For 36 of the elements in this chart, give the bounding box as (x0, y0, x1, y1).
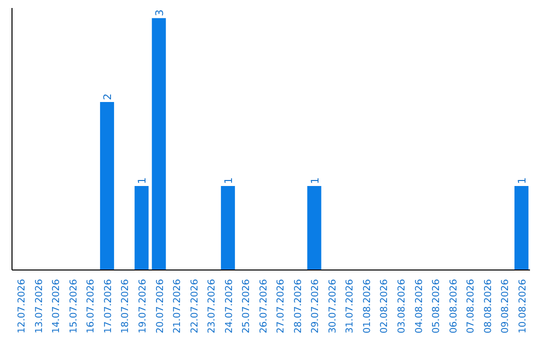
x-tick-label: 02.08.2026 (379, 279, 390, 334)
x-tick-label: 21.07.2026 (172, 279, 184, 334)
data-label: 3 (154, 9, 166, 16)
x-tick-label: 03.08.2026 (396, 279, 408, 334)
data-label: 1 (516, 177, 528, 184)
x-tick-label: 26.07.2026 (258, 279, 270, 334)
x-tick-label: 10.08.2026 (517, 279, 528, 334)
x-tick-label: 18.07.2026 (120, 279, 132, 334)
data-label: 1 (222, 177, 235, 184)
x-tick-label: 08.08.2026 (482, 279, 494, 334)
x-tick-label: 22.07.2026 (189, 279, 200, 334)
x-tick-label: 05.08.2026 (431, 279, 442, 334)
x-tick-label: 27.07.2026 (276, 279, 287, 334)
x-tick-label: 31.07.2026 (344, 279, 356, 334)
x-tick-label: 19.07.2026 (138, 279, 148, 334)
x-tick-label: 09.08.2026 (500, 279, 512, 334)
x-tick-label: 01.08.2026 (362, 279, 373, 334)
x-tick-label: 23.07.2026 (206, 279, 218, 334)
x-tick-label: 04.08.2026 (414, 279, 425, 334)
x-tick-label: 20.07.2026 (154, 279, 166, 334)
x-tick-label: 15.07.2026 (68, 279, 80, 334)
x-tick-label: 28.07.2026 (292, 279, 304, 334)
data-label: 1 (136, 177, 149, 184)
x-tick-label: 12.07.2026 (16, 279, 28, 334)
x-tick-label: 17.07.2026 (102, 279, 114, 334)
x-tick-label: 07.08.2026 (466, 279, 477, 334)
x-tick-label: 29.07.2026 (310, 279, 322, 334)
x-tick-label: 06.08.2026 (448, 279, 460, 334)
data-label: 2 (102, 93, 114, 100)
x-tick-label: 25.07.2026 (241, 279, 252, 334)
x-tick-label: 14.07.2026 (51, 279, 62, 334)
x-tick-label: 30.07.2026 (327, 279, 338, 334)
x-tick-label: 16.07.2026 (86, 279, 97, 334)
x-tick-label: 24.07.2026 (224, 279, 235, 334)
data-label: 1 (309, 177, 322, 184)
x-tick-label: 13.07.2026 (34, 279, 45, 334)
